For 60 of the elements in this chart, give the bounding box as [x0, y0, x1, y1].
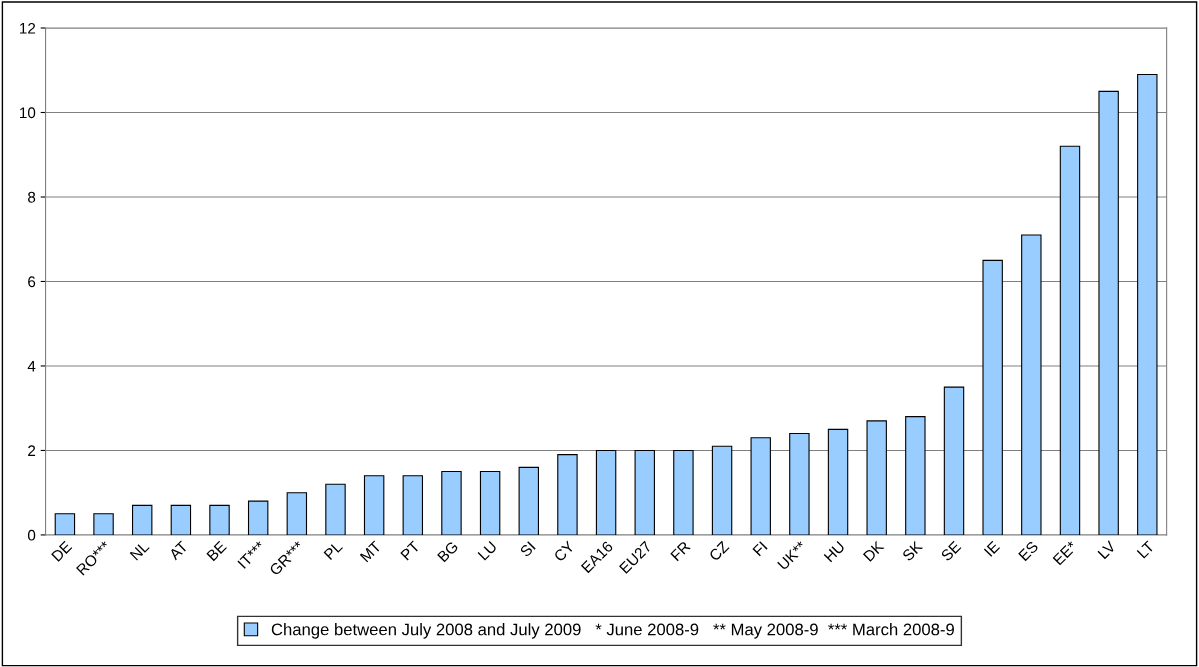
x-tick-label: NL	[129, 540, 150, 561]
x-tick-label: CY	[553, 540, 576, 563]
x-tick-label: FI	[752, 541, 768, 557]
bar	[518, 466, 539, 535]
x-tick-label: PT	[400, 540, 421, 561]
bar	[286, 492, 308, 535]
x-tick-label: MT	[359, 540, 382, 563]
x-tick-label: EE*	[1052, 540, 1078, 566]
bar	[1059, 145, 1081, 535]
x-tick-label: IE	[983, 540, 1001, 557]
x-tick-label: LV	[1097, 540, 1117, 560]
x-tick-label: SK	[901, 540, 924, 562]
bar	[93, 513, 114, 535]
x-tick-label: DK	[862, 540, 885, 562]
x-tick-label: CZ	[708, 540, 730, 562]
bar	[673, 449, 694, 535]
bar	[711, 445, 733, 535]
bar	[595, 449, 617, 535]
bar	[634, 449, 655, 535]
x-tick-label: SI	[519, 541, 536, 558]
bar	[982, 259, 1003, 535]
x-tick-label: FR	[670, 540, 691, 562]
bar	[131, 504, 153, 535]
bar	[905, 416, 926, 535]
x-tick-label: LT	[1136, 540, 1155, 559]
x-tick-label: AT	[168, 540, 189, 561]
y-tick-label: 8	[28, 191, 36, 203]
bar	[247, 500, 269, 535]
y-tick-label: 4	[27, 360, 36, 372]
bar	[54, 513, 76, 535]
bar	[1098, 90, 1119, 535]
x-tick-label: DE	[51, 540, 73, 562]
x-tick-label: LU	[477, 541, 498, 561]
bar	[170, 504, 192, 535]
x-tick-label: PL	[323, 540, 343, 560]
x-tick-label: SE	[940, 540, 962, 562]
bar	[441, 471, 462, 535]
bar	[827, 428, 849, 535]
y-tick-label: 12	[20, 22, 36, 34]
bar	[479, 471, 501, 535]
bar	[1137, 73, 1158, 535]
x-tick-label: BG	[437, 540, 459, 563]
bar	[557, 454, 578, 535]
x-tick-label: BE	[206, 540, 227, 562]
x-tick-label: HU	[823, 541, 846, 563]
bar	[750, 437, 771, 535]
bar	[209, 504, 230, 535]
bar	[363, 475, 385, 535]
bar	[325, 483, 346, 535]
bar	[943, 386, 965, 535]
legend-label: Change between July 2008 and July 2009 * June 2008-9 ** May 2008-9 *** March 2008-9	[271, 623, 954, 639]
bar	[402, 475, 424, 535]
bar	[1021, 234, 1042, 535]
y-tick-label: 6	[28, 276, 36, 288]
bar	[866, 420, 887, 535]
y-tick-label: 0	[27, 529, 36, 541]
bar	[789, 432, 810, 535]
x-tick-label: ES	[1018, 540, 1039, 562]
y-tick-label: 10	[20, 107, 36, 119]
y-tick-label: 2	[28, 445, 36, 456]
